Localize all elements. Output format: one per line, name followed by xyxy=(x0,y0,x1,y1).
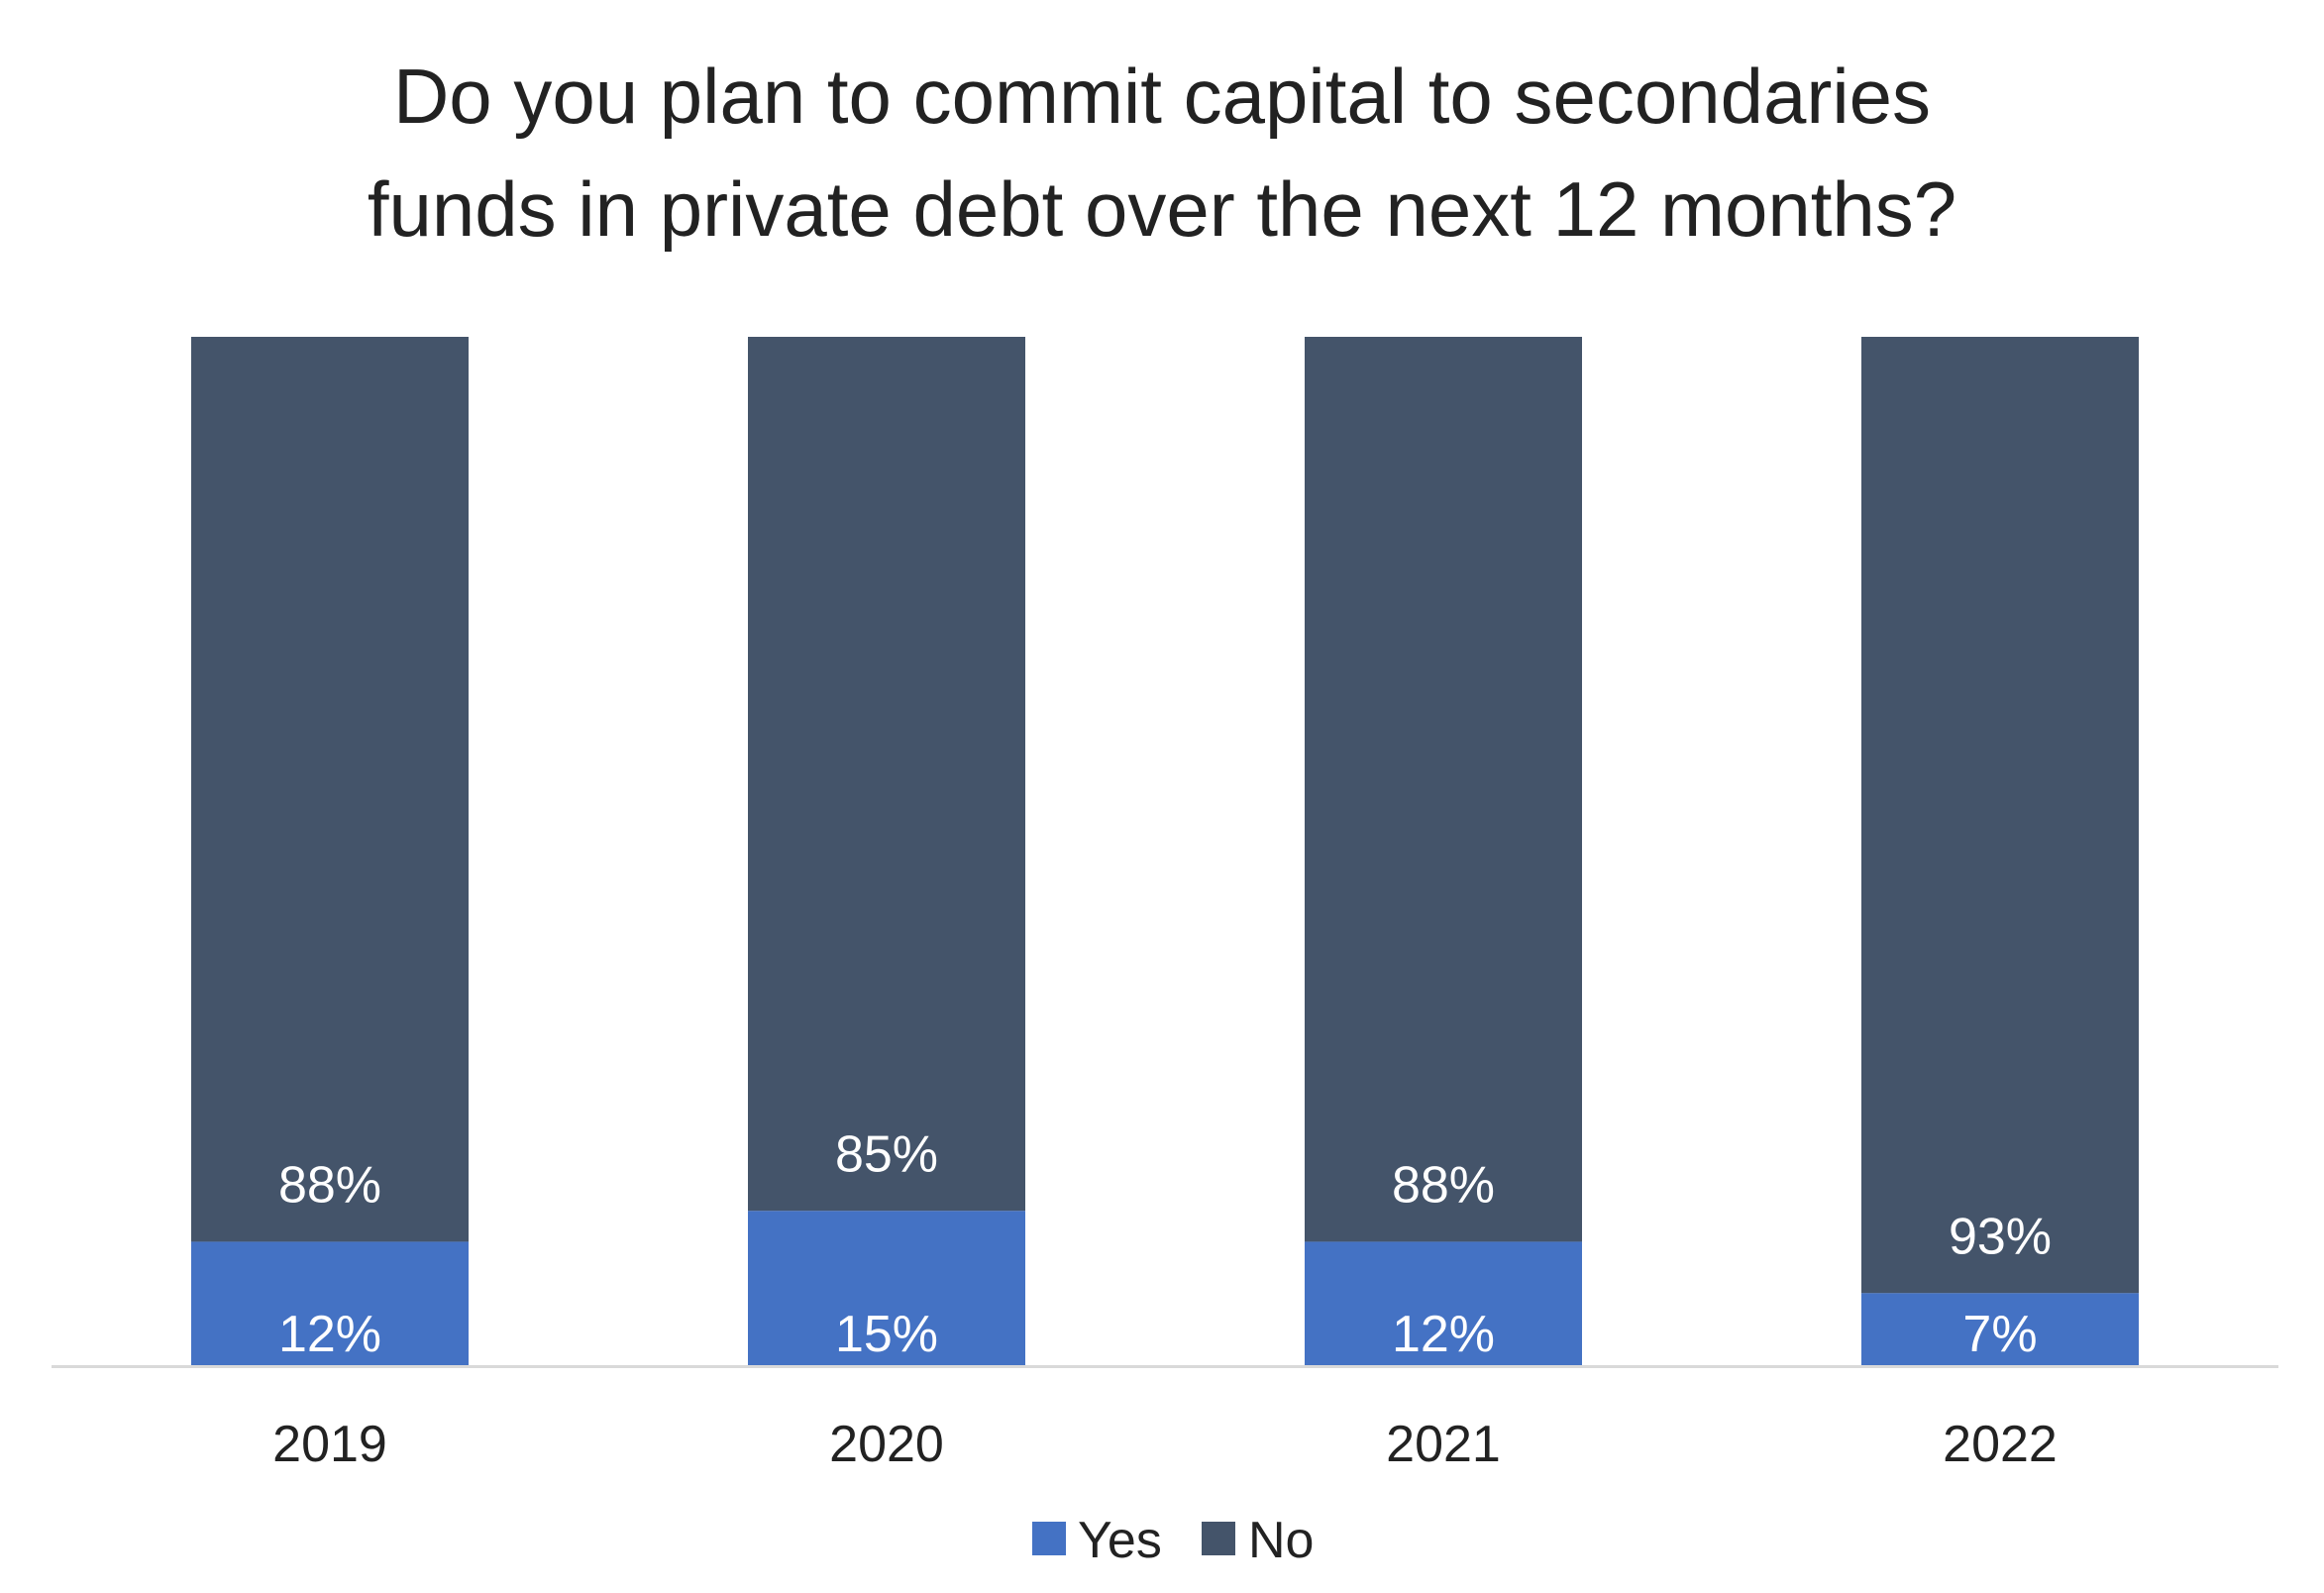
data-label-yes-2020: 15% xyxy=(835,1306,938,1363)
chart-title: Do you plan to commit capital to seconda… xyxy=(368,53,1956,253)
data-label-yes-2022: 7% xyxy=(1962,1306,2037,1363)
data-label-no-2019: 88% xyxy=(278,1156,381,1214)
x-tick-labels: 2019 2020 2021 2022 xyxy=(272,1416,2058,1473)
data-labels: 12% 88% 15% 85% 12% 88% 7% 93% xyxy=(278,1125,2052,1363)
data-label-yes-2021: 12% xyxy=(1392,1306,1495,1363)
bar-yes-2020 xyxy=(748,1211,1025,1365)
data-label-no-2022: 93% xyxy=(1949,1208,2052,1265)
x-tick-label-2019: 2019 xyxy=(272,1416,387,1473)
x-tick-label-2020: 2020 xyxy=(829,1416,944,1473)
bar-no-2019 xyxy=(191,337,469,1242)
legend-swatch-yes xyxy=(1032,1522,1066,1555)
chart-title-line: funds in private debt over the next 12 m… xyxy=(368,165,1956,253)
legend-label-yes: Yes xyxy=(1078,1512,1162,1569)
legend-label-no: No xyxy=(1248,1512,1314,1569)
data-label-yes-2019: 12% xyxy=(278,1306,381,1363)
chart-title-line: Do you plan to commit capital to seconda… xyxy=(393,53,1931,140)
bar-no-2020 xyxy=(748,337,1025,1212)
bar-no-2022 xyxy=(1861,337,2139,1294)
legend-swatch-no xyxy=(1202,1522,1235,1555)
legend: Yes No xyxy=(1032,1512,1314,1569)
bar-yes-2022 xyxy=(1861,1293,2139,1365)
bar-yes-2019 xyxy=(191,1241,469,1365)
bar-yes-2021 xyxy=(1305,1241,1582,1365)
data-label-no-2020: 85% xyxy=(835,1125,938,1183)
x-tick-label-2022: 2022 xyxy=(1943,1416,2058,1473)
data-label-no-2021: 88% xyxy=(1392,1156,1495,1214)
bar-no-2021 xyxy=(1305,337,1582,1242)
bars xyxy=(191,337,2139,1365)
x-tick-label-2021: 2021 xyxy=(1386,1416,1501,1473)
